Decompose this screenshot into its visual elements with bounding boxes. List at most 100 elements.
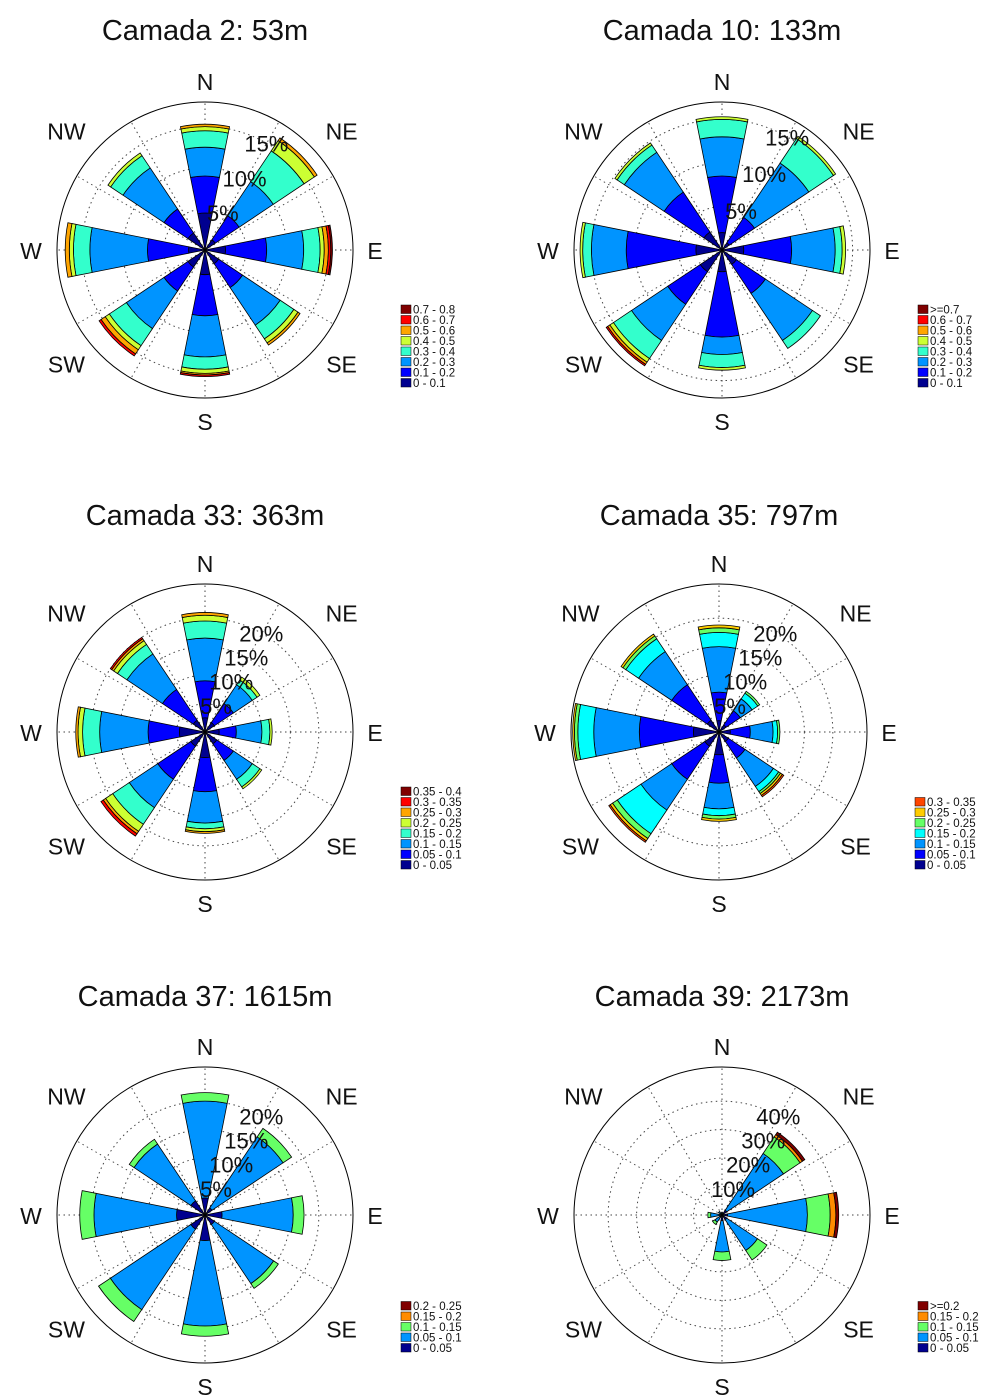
radial-tick-label: 10% xyxy=(209,670,253,695)
petal-nw-bin-5 xyxy=(614,142,653,181)
petal-sw-bin-7 xyxy=(605,325,647,367)
petal-e-bin-5 xyxy=(839,225,847,275)
legend-label-0-15-0-2: 0.15 - 0.2 xyxy=(927,829,976,841)
legend-swatch xyxy=(400,1322,412,1332)
petal-w-bin-4 xyxy=(82,707,103,757)
radial-tick-label: 10% xyxy=(711,1177,755,1202)
radial-tick-label: 5% xyxy=(200,694,232,719)
direction-label-nw: NW xyxy=(47,600,86,626)
legend-swatch xyxy=(917,1322,929,1332)
petal-se-bin-6 xyxy=(266,311,301,346)
direction-label-ne: NE xyxy=(840,600,872,626)
direction-label-sw: SW xyxy=(48,352,85,378)
legend-swatch xyxy=(400,304,412,314)
direction-label-nw: NW xyxy=(564,118,603,144)
legend-label-0-4-0-5: 0.4 - 0.5 xyxy=(930,336,972,348)
direction-label-s: S xyxy=(711,891,726,917)
chart-title: Camada 35: 797m xyxy=(600,500,839,532)
petal-nw-bin-5 xyxy=(107,152,143,188)
legend-label-0-2-0-25: 0.2 - 0.25 xyxy=(413,1301,462,1313)
radial-tick-label: 15% xyxy=(224,646,268,671)
chart-title: Camada 37: 1615m xyxy=(78,981,333,1013)
petal-s-bin-3 xyxy=(186,790,224,824)
legend-label-0-4-0-5: 0.4 - 0.5 xyxy=(413,336,455,348)
petal-e-bin-3 xyxy=(805,1193,831,1237)
direction-label-w: W xyxy=(534,720,556,746)
direction-label-sw: SW xyxy=(48,1317,85,1343)
direction-label-sw: SW xyxy=(565,352,602,378)
petal-sw-bin-3 xyxy=(97,1277,143,1323)
petal-w-bin-4 xyxy=(577,703,597,761)
legend-swatch xyxy=(400,378,412,388)
windrose-panel-4: Camada 35: 797m 5%10%15%20% N NE E SE S SW W NW 0.… xyxy=(534,500,975,917)
petal-se-bin-3 xyxy=(250,1260,279,1289)
petal-e-bin-4 xyxy=(260,718,271,746)
petal-e-bin-3 xyxy=(265,230,304,270)
legend-label-0-0-05: 0 - 0.05 xyxy=(413,860,452,872)
direction-label-ne: NE xyxy=(326,1083,358,1109)
radial-tick-label: 20% xyxy=(726,1153,770,1178)
petal-e-bin-5 xyxy=(268,718,273,746)
direction-label-n: N xyxy=(197,551,214,577)
legend-label-0-1-0-2: 0.1 - 0.2 xyxy=(930,368,972,380)
petal-s-bin-4 xyxy=(698,351,746,368)
windrose-panel-2: Camada 10: 133m 5% 10% 15% N NE E SE S SW W NW >=0.7… xyxy=(537,15,973,435)
petal-w-bin-6 xyxy=(64,222,73,278)
petal-w-bin-4 xyxy=(73,223,93,277)
petal-se-bin-4 xyxy=(781,309,822,350)
legend-label-0-1-0-2: 0.1 - 0.2 xyxy=(413,368,455,380)
direction-label-ne: NE xyxy=(326,118,358,144)
petal-n-bin-3 xyxy=(180,1092,230,1104)
legend-swatch xyxy=(917,1301,929,1311)
legend-swatch xyxy=(400,797,412,807)
petal-nw-bin-2 xyxy=(717,1210,722,1215)
petal-s-bin-3 xyxy=(703,781,735,810)
petal-n-bin-4 xyxy=(696,119,748,140)
radial-tick-label: 10% xyxy=(723,670,767,695)
legend-swatch xyxy=(917,304,929,314)
legend-swatch xyxy=(400,367,412,377)
direction-label-e: E xyxy=(367,1203,382,1229)
legend-label-0-1-0-15: 0.1 - 0.15 xyxy=(927,839,976,851)
direction-label-s: S xyxy=(197,409,212,435)
direction-label-s: S xyxy=(714,1374,729,1399)
petal-n-bin-6 xyxy=(179,123,231,130)
petal-e-bin-5 xyxy=(833,1191,840,1239)
direction-label-n: N xyxy=(714,1034,731,1060)
legend-swatch xyxy=(917,346,929,356)
petal-n-bin-5 xyxy=(695,116,749,123)
legend-label-0-0-1: 0 - 0.1 xyxy=(930,378,963,390)
radial-tick-label: 15% xyxy=(765,125,809,150)
petal-sw-bin-3 xyxy=(711,1219,718,1226)
direction-label-se: SE xyxy=(843,1317,874,1343)
petal-s-bin-3 xyxy=(180,1323,230,1337)
legend-swatch xyxy=(400,1332,412,1342)
petal-nw-bin-3 xyxy=(128,1138,159,1169)
legend-label-0-3-0-35: 0.3 - 0.35 xyxy=(927,797,976,809)
direction-label-e: E xyxy=(884,238,899,264)
petal-ne-bin-6 xyxy=(277,137,318,178)
petal-w-bin-6 xyxy=(75,706,81,758)
petal-s-bin-4 xyxy=(702,806,736,817)
radial-tick-label: 5% xyxy=(207,201,239,226)
petal-e-bin-8 xyxy=(327,224,333,276)
petal-ne-bin-5 xyxy=(795,135,837,177)
legend-swatch xyxy=(917,315,929,325)
legend-swatch xyxy=(400,807,412,817)
petal-sw-bin-7 xyxy=(100,799,138,837)
petal-s-bin-6 xyxy=(701,816,737,822)
chart-title: Camada 2: 53m xyxy=(102,15,308,47)
direction-label-e: E xyxy=(884,1203,899,1229)
legend-label-0-25-0-3: 0.25 - 0.3 xyxy=(413,808,462,820)
direction-label-sw: SW xyxy=(565,1317,602,1343)
legend-label-0-0-05: 0 - 0.05 xyxy=(930,1343,969,1355)
direction-label-se: SE xyxy=(326,1317,357,1343)
legend-swatch xyxy=(400,1311,412,1321)
direction-label-nw: NW xyxy=(47,1083,86,1109)
legend-swatch xyxy=(400,828,412,838)
windrose-panel-5: Camada 37: 1615m 5%10%15%20% N NE E SE S SW W NW 0… xyxy=(20,981,461,1399)
legend-swatch xyxy=(914,807,926,817)
direction-label-n: N xyxy=(714,69,731,95)
legend-label-0-5-0-6: 0.5 - 0.6 xyxy=(413,326,455,338)
